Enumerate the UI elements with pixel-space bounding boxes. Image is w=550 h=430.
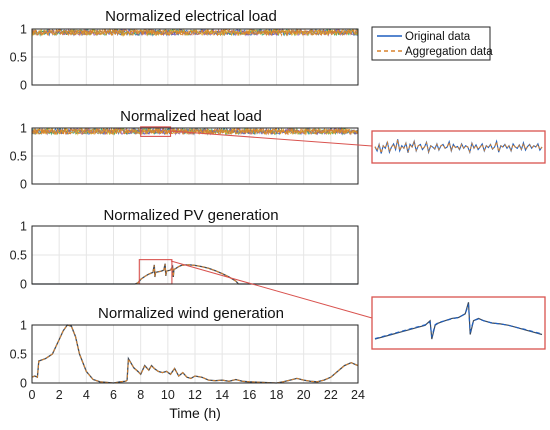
y-tick-label: 1: [20, 23, 27, 37]
y-tick-label: 1: [20, 319, 27, 333]
grid: [31, 226, 359, 284]
x-axis-label: Time (h): [169, 405, 221, 421]
pv-zoom-inset: [371, 296, 546, 350]
y-tick-label: 0.5: [10, 348, 27, 362]
x-tick-label: 12: [188, 388, 202, 402]
x-tick-label: 24: [351, 388, 365, 402]
x-tick-label: 22: [324, 388, 338, 402]
plot-area: [31, 324, 359, 384]
series-line-aggregate-cluster: [31, 126, 359, 136]
y-tick-label: 0: [20, 278, 27, 292]
pv-generation-panel: Normalized PV generation 00.51: [10, 207, 359, 292]
zoom-connector-heat: [169, 130, 373, 147]
legend: Original data Aggregation data: [371, 26, 493, 61]
y-tick-label: 0: [20, 79, 27, 93]
tick-labels: 00.51: [10, 122, 27, 192]
y-tick-label: 0: [20, 377, 27, 391]
series-line-aggregation: [31, 28, 359, 37]
inset-series-aggregation: [374, 304, 543, 340]
tick-labels: 00.51: [10, 220, 27, 292]
tick-labels: 00.510 2 4 6 8 10 12 14 16 18 20 22 24: [10, 319, 365, 403]
x-tick-label: 18: [270, 388, 284, 402]
x-tick-label: 16: [242, 388, 256, 402]
x-tick-label: 8: [137, 388, 144, 402]
axes-frame: [31, 127, 359, 185]
zoom-region-box: [140, 126, 172, 137]
x-tick-label: 6: [110, 388, 117, 402]
x-tick-label: 2: [56, 388, 63, 402]
series-line-original: [31, 324, 359, 384]
y-tick-label: 1: [20, 122, 27, 136]
grid: [31, 128, 359, 184]
x-tick-label: 0: [29, 388, 36, 402]
legend-box: [371, 26, 491, 61]
legend-aggregation-label: Aggregation data: [405, 46, 493, 58]
y-tick-label: 0.5: [10, 51, 27, 65]
axes-frame: [31, 28, 359, 86]
electrical-load-panel: Normalized electrical load 00.51: [10, 8, 359, 93]
heat-load-zoom-inset: [371, 130, 546, 164]
inset-plot: [374, 139, 543, 156]
x-tick-label: 4: [83, 388, 90, 402]
inset-plot: [374, 302, 543, 340]
panel-title: Normalized heat load: [120, 108, 262, 125]
heat-load-panel: Normalized heat load 00.51: [10, 108, 359, 192]
series-line-aggregation: [31, 127, 359, 136]
x-tick-label: 10: [161, 388, 175, 402]
x-tick-label: 14: [215, 388, 229, 402]
inset-series-aggregation: [374, 139, 543, 156]
series-line-aggregation: [32, 264, 358, 285]
plot-area: [31, 27, 359, 37]
y-tick-label: 0.5: [10, 249, 27, 263]
wind-generation-panel: Normalized wind generation 00.510 2 4 6 8 10 1…: [10, 305, 365, 421]
panel-title: Normalized electrical load: [105, 8, 277, 25]
series-line-aggregate-cluster: [31, 27, 359, 37]
x-tick-label: 20: [297, 388, 311, 402]
legend-original-label: Original data: [405, 31, 471, 43]
grid: [31, 29, 359, 85]
y-tick-label: 0: [20, 178, 27, 192]
y-tick-label: 0.5: [10, 150, 27, 164]
panel-title: Normalized wind generation: [98, 305, 284, 322]
panel-title: Normalized PV generation: [103, 207, 278, 224]
axes-frame: [31, 324, 359, 384]
tick-labels: 00.51: [10, 23, 27, 93]
grid: [31, 325, 359, 383]
axes-frame: [31, 225, 359, 285]
zoom-connector-pv: [170, 260, 373, 319]
y-tick-label: 1: [20, 220, 27, 234]
inset-frame: [371, 296, 546, 350]
